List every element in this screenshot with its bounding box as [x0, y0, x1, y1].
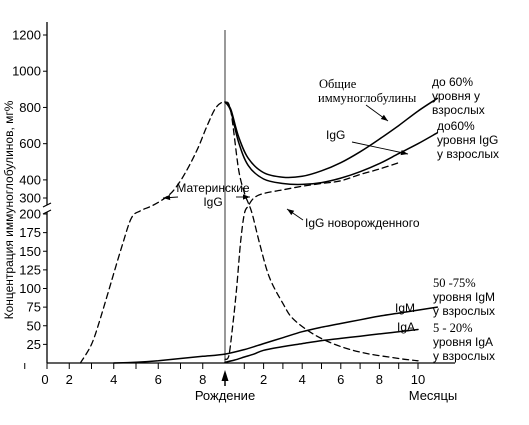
label-igg-pct2: уровня IgG	[437, 133, 498, 147]
y-tick-50-label: 50	[27, 318, 41, 333]
y-axis-break-top	[42, 202, 52, 208]
label-total-line1: Общие	[319, 77, 357, 91]
label-maternal1: Материнские	[176, 181, 250, 195]
pointer-maternal-right-head	[243, 194, 250, 200]
y-tick-400-label: 400	[19, 172, 41, 187]
series-maternal-igg	[79, 101, 419, 364]
y-tick-150-label: 150	[19, 244, 41, 259]
label-iga-pct3: у взрослых	[433, 349, 495, 363]
x-postnatal-label-6: 6	[337, 372, 344, 387]
series-total-ig	[224, 97, 439, 179]
pointer-newborn-head	[287, 209, 295, 216]
series-newborn-igg	[224, 162, 400, 360]
y-tick-175-label: 175	[19, 225, 41, 240]
months-label: Месяцы	[409, 388, 458, 403]
label-total-pct3: взрослых	[432, 103, 485, 117]
y-tick-25-label: 25	[27, 337, 41, 352]
label-igm-pct3: у взрослых	[433, 304, 495, 318]
annotation-pointers	[162, 104, 409, 221]
label-iga: IgA	[397, 320, 415, 334]
x-prenatal-label-8: 8	[199, 372, 206, 387]
y-tick-100-label: 100	[19, 281, 41, 296]
label-iga-pct2: уровня IgA	[433, 335, 493, 349]
birth-label: Рождение	[195, 388, 255, 403]
y-axis-title: Концентрация иммуноглобулинов, мг%	[2, 100, 16, 319]
series-iga	[224, 328, 419, 364]
pointer-total-ig-head	[380, 114, 388, 121]
series-lines	[79, 97, 439, 364]
series-igm	[113, 306, 439, 364]
label-maternal2: IgG	[203, 195, 222, 209]
y-tick-125-label: 125	[19, 262, 41, 277]
x-postnatal-label-8: 8	[376, 372, 383, 387]
label-igg-pct1: до60%	[437, 119, 475, 133]
y-tick-1000-label: 1000	[12, 64, 41, 79]
ticks: 3004006008001000120025507510012515017520…	[12, 28, 425, 388]
x-prenatal-label-4: 4	[110, 372, 117, 387]
x-prenatal-label-0: 0	[41, 372, 48, 387]
y-tick-1200-label: 1200	[12, 28, 41, 43]
pointer-maternal-left-head	[163, 194, 171, 201]
label-igm: IgM	[395, 301, 415, 315]
label-total-pct1: до 60%	[432, 75, 473, 89]
y-tick-600-label: 600	[19, 136, 41, 151]
birth-arrow	[221, 370, 229, 381]
label-total-pct2: уровня у	[432, 89, 480, 103]
pointer-igg-line	[351, 141, 409, 155]
series-igg	[224, 101, 439, 186]
label-igm-pct1: 50 -75%	[433, 276, 476, 290]
label-igm-pct2: уровня IgM	[433, 290, 495, 304]
x-postnatal-label-4: 4	[299, 372, 306, 387]
x-prenatal-label-6: 6	[155, 372, 162, 387]
y-axis-break-bottom	[42, 209, 52, 215]
label-total-line2: иммуноглобулины	[318, 91, 417, 105]
label-iga-pct1: 5 - 20%	[433, 321, 473, 335]
y-tick-800-label: 800	[19, 100, 41, 115]
pointer-igg-head	[400, 150, 408, 156]
y-tick-300-label: 300	[19, 191, 41, 206]
x-postnatal-label-10: 10	[411, 372, 425, 387]
x-postnatal-label-2: 2	[260, 372, 267, 387]
y-tick-75-label: 75	[27, 300, 41, 315]
x-prenatal-label-2: 2	[66, 372, 73, 387]
label-igg-pct3: у взрослых	[437, 147, 499, 161]
label-newborn: IgG новорожденного	[305, 216, 420, 230]
y-tick-200-label: 200	[19, 207, 41, 222]
label-igg: IgG	[326, 128, 345, 142]
